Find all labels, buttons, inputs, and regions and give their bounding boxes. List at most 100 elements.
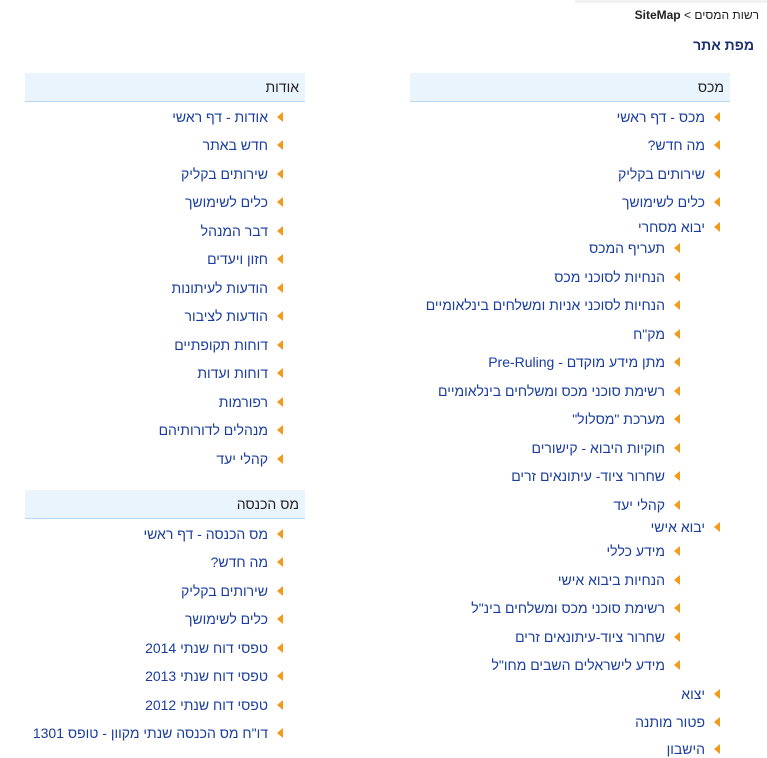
link-label: מידע כללי xyxy=(606,543,665,559)
about-link-public-notices[interactable]: הודעות לציבור xyxy=(184,307,283,325)
income-tax-link-home[interactable]: מס הכנסה - דף ראשי xyxy=(143,525,283,543)
about-link-vision[interactable]: חזון ויעדים xyxy=(207,250,283,268)
about-link-past-directors[interactable]: מנהלים לדורותיהם xyxy=(159,421,283,439)
arrow-icon xyxy=(277,283,283,294)
customs-link-commercial-import[interactable]: יבוא מסחרי xyxy=(638,218,720,236)
income-tax-link-services[interactable]: שירותים בקליק xyxy=(181,582,283,600)
link-label: קהלי יעד xyxy=(613,497,665,513)
customs-link-export[interactable]: יצוא xyxy=(681,685,720,703)
about-link-committee-reports[interactable]: דוחות ועדות xyxy=(197,364,283,382)
link-label: יבוא אישי xyxy=(650,519,705,535)
about-link-press-releases[interactable]: הודעות לעיתונות xyxy=(172,279,283,297)
customs-link-journalists-equipment[interactable]: שחרור ציוד-עיתונאים זרים xyxy=(515,628,680,646)
income-tax-link-forms-2013[interactable]: טפסי דוח שנתי 2013 xyxy=(145,667,283,685)
arrow-icon xyxy=(714,717,720,728)
income-tax-link-forms-2012[interactable]: טפסי דוח שנתי 2012 xyxy=(145,696,283,714)
customs-link-conditional-exemption[interactable]: פטור מותנה xyxy=(635,713,720,731)
customs-link-target-audiences[interactable]: קהלי יעד xyxy=(613,496,680,514)
arrow-icon xyxy=(674,443,680,454)
about-link-reforms[interactable]: רפורמות xyxy=(219,393,283,411)
customs-link-services[interactable]: שירותים בקליק xyxy=(618,165,720,183)
arrow-icon xyxy=(714,140,720,151)
arrow-icon xyxy=(674,660,680,671)
income-tax-link-forms-2014[interactable]: טפסי דוח שנתי 2014 xyxy=(145,639,283,657)
arrow-icon xyxy=(277,368,283,379)
arrow-icon xyxy=(277,700,283,711)
customs-link-intl-agents-list[interactable]: רשימת סוכני מכס ומשלחים בינ"ל xyxy=(471,599,680,617)
link-label: הנחיות לסוכני מכס xyxy=(554,269,665,285)
customs-link-shipping-guidelines[interactable]: הנחיות לסוכני אניות ומשלחים בינלאומיים xyxy=(426,296,680,314)
about-link-tools[interactable]: כלים לשימושך xyxy=(185,193,283,211)
about-link-services[interactable]: שירותים בקליק xyxy=(181,165,283,183)
section-header-income-tax: מס הכנסה xyxy=(25,490,305,519)
link-label: אודות - דף ראשי xyxy=(172,109,268,125)
income-tax-link-tools[interactable]: כלים לשימושך xyxy=(185,610,283,628)
customs-link-personal-guidelines[interactable]: הנחיות ביבוא אישי xyxy=(558,571,680,589)
income-tax-link-whats-new[interactable]: מה חדש? xyxy=(211,553,283,571)
link-label: יצוא xyxy=(681,686,705,702)
customs-link-agents-list[interactable]: רשימת סוכני מכס ומשלחים בינלאומיים xyxy=(438,382,680,400)
customs-link-import-laws[interactable]: חוקיות היבוא - קישורים xyxy=(532,439,680,457)
income-tax-link-form-1301[interactable]: דו"ח מס הכנסה שנתי מקוון - טופס 1301 xyxy=(33,724,283,742)
about-link-target-audiences[interactable]: קהלי יעד xyxy=(216,450,283,468)
arrow-icon xyxy=(714,744,720,755)
link-label: רשימת סוכני מכס ומשלחים בינ"ל xyxy=(471,600,665,616)
customs-link-refund[interactable]: הישבון xyxy=(667,740,720,758)
link-label: דוחות ועדות xyxy=(197,365,268,381)
customs-link-personal-import[interactable]: יבוא אישי xyxy=(651,518,720,536)
link-label: כלים לשימושך xyxy=(184,611,268,627)
arrow-icon xyxy=(277,425,283,436)
arrow-icon xyxy=(714,112,720,123)
link-label: תעריף המכס xyxy=(588,240,665,256)
about-link-new-on-site[interactable]: חדש באתר xyxy=(203,136,283,154)
link-label: רפורמות xyxy=(218,394,268,410)
link-label: שירותים בקליק xyxy=(617,166,705,182)
arrow-icon xyxy=(714,197,720,208)
link-label: הישבון xyxy=(666,741,705,757)
about-link-director-word[interactable]: דבר המנהל xyxy=(201,222,283,240)
breadcrumb-home-link[interactable]: רשות המסים xyxy=(694,8,759,22)
customs-link-makach[interactable]: מק"ח xyxy=(633,325,680,343)
arrow-icon xyxy=(714,689,720,700)
link-label: כלים לשימושך xyxy=(621,194,705,210)
arrow-icon xyxy=(277,397,283,408)
customs-link-returning-israelis[interactable]: מידע לישראלים השבים מחו"ל xyxy=(491,656,680,674)
about-link-home[interactable]: אודות - דף ראשי xyxy=(172,108,283,126)
customs-link-whats-new[interactable]: מה חדש? xyxy=(648,136,720,154)
customs-link-general-info[interactable]: מידע כללי xyxy=(607,542,680,560)
link-label: שירותים בקליק xyxy=(180,583,268,599)
link-label: מנהלים לדורותיהם xyxy=(158,422,268,438)
customs-link-maslul[interactable]: מערכת "מסלול" xyxy=(572,410,680,428)
arrow-icon xyxy=(674,603,680,614)
arrow-icon xyxy=(277,340,283,351)
link-label: מס הכנסה - דף ראשי xyxy=(143,526,268,542)
link-label: מידע לישראלים השבים מחו"ל xyxy=(491,657,665,673)
arrow-icon xyxy=(674,471,680,482)
customs-link-equipment-release[interactable]: שחרור ציוד- עיתונאים זרים xyxy=(511,467,680,485)
arrow-icon xyxy=(277,586,283,597)
breadcrumb-separator: > xyxy=(683,8,691,22)
customs-link-tools[interactable]: כלים לשימושך xyxy=(622,193,720,211)
link-label: הודעות לציבור xyxy=(184,308,268,324)
customs-link-home[interactable]: מכס - דף ראשי xyxy=(617,108,720,126)
customs-link-pre-ruling[interactable]: מתן מידע מוקדם - Pre-Ruling xyxy=(488,353,680,371)
arrow-icon xyxy=(674,243,680,254)
arrow-icon xyxy=(674,357,680,368)
arrow-icon xyxy=(674,500,680,511)
arrow-icon xyxy=(277,671,283,682)
section-header-about: אודות xyxy=(25,73,305,102)
customs-link-agent-guidelines[interactable]: הנחיות לסוכני מכס xyxy=(554,268,680,286)
arrow-icon xyxy=(277,112,283,123)
link-label: שירותים בקליק xyxy=(180,166,268,182)
breadcrumb: רשות המסים > SiteMap xyxy=(635,8,759,22)
customs-link-tariff[interactable]: תעריף המכס xyxy=(589,239,680,257)
link-label: פטור מותנה xyxy=(635,714,705,730)
link-label: מק"ח xyxy=(633,326,665,342)
arrow-icon xyxy=(674,632,680,643)
arrow-icon xyxy=(674,575,680,586)
section-header-customs: מכס xyxy=(410,73,730,102)
link-label: הודעות לעיתונות xyxy=(171,280,268,296)
arrow-icon xyxy=(277,529,283,540)
about-link-periodic-reports[interactable]: דוחות תקופתיים xyxy=(174,336,283,354)
arrow-icon xyxy=(277,140,283,151)
